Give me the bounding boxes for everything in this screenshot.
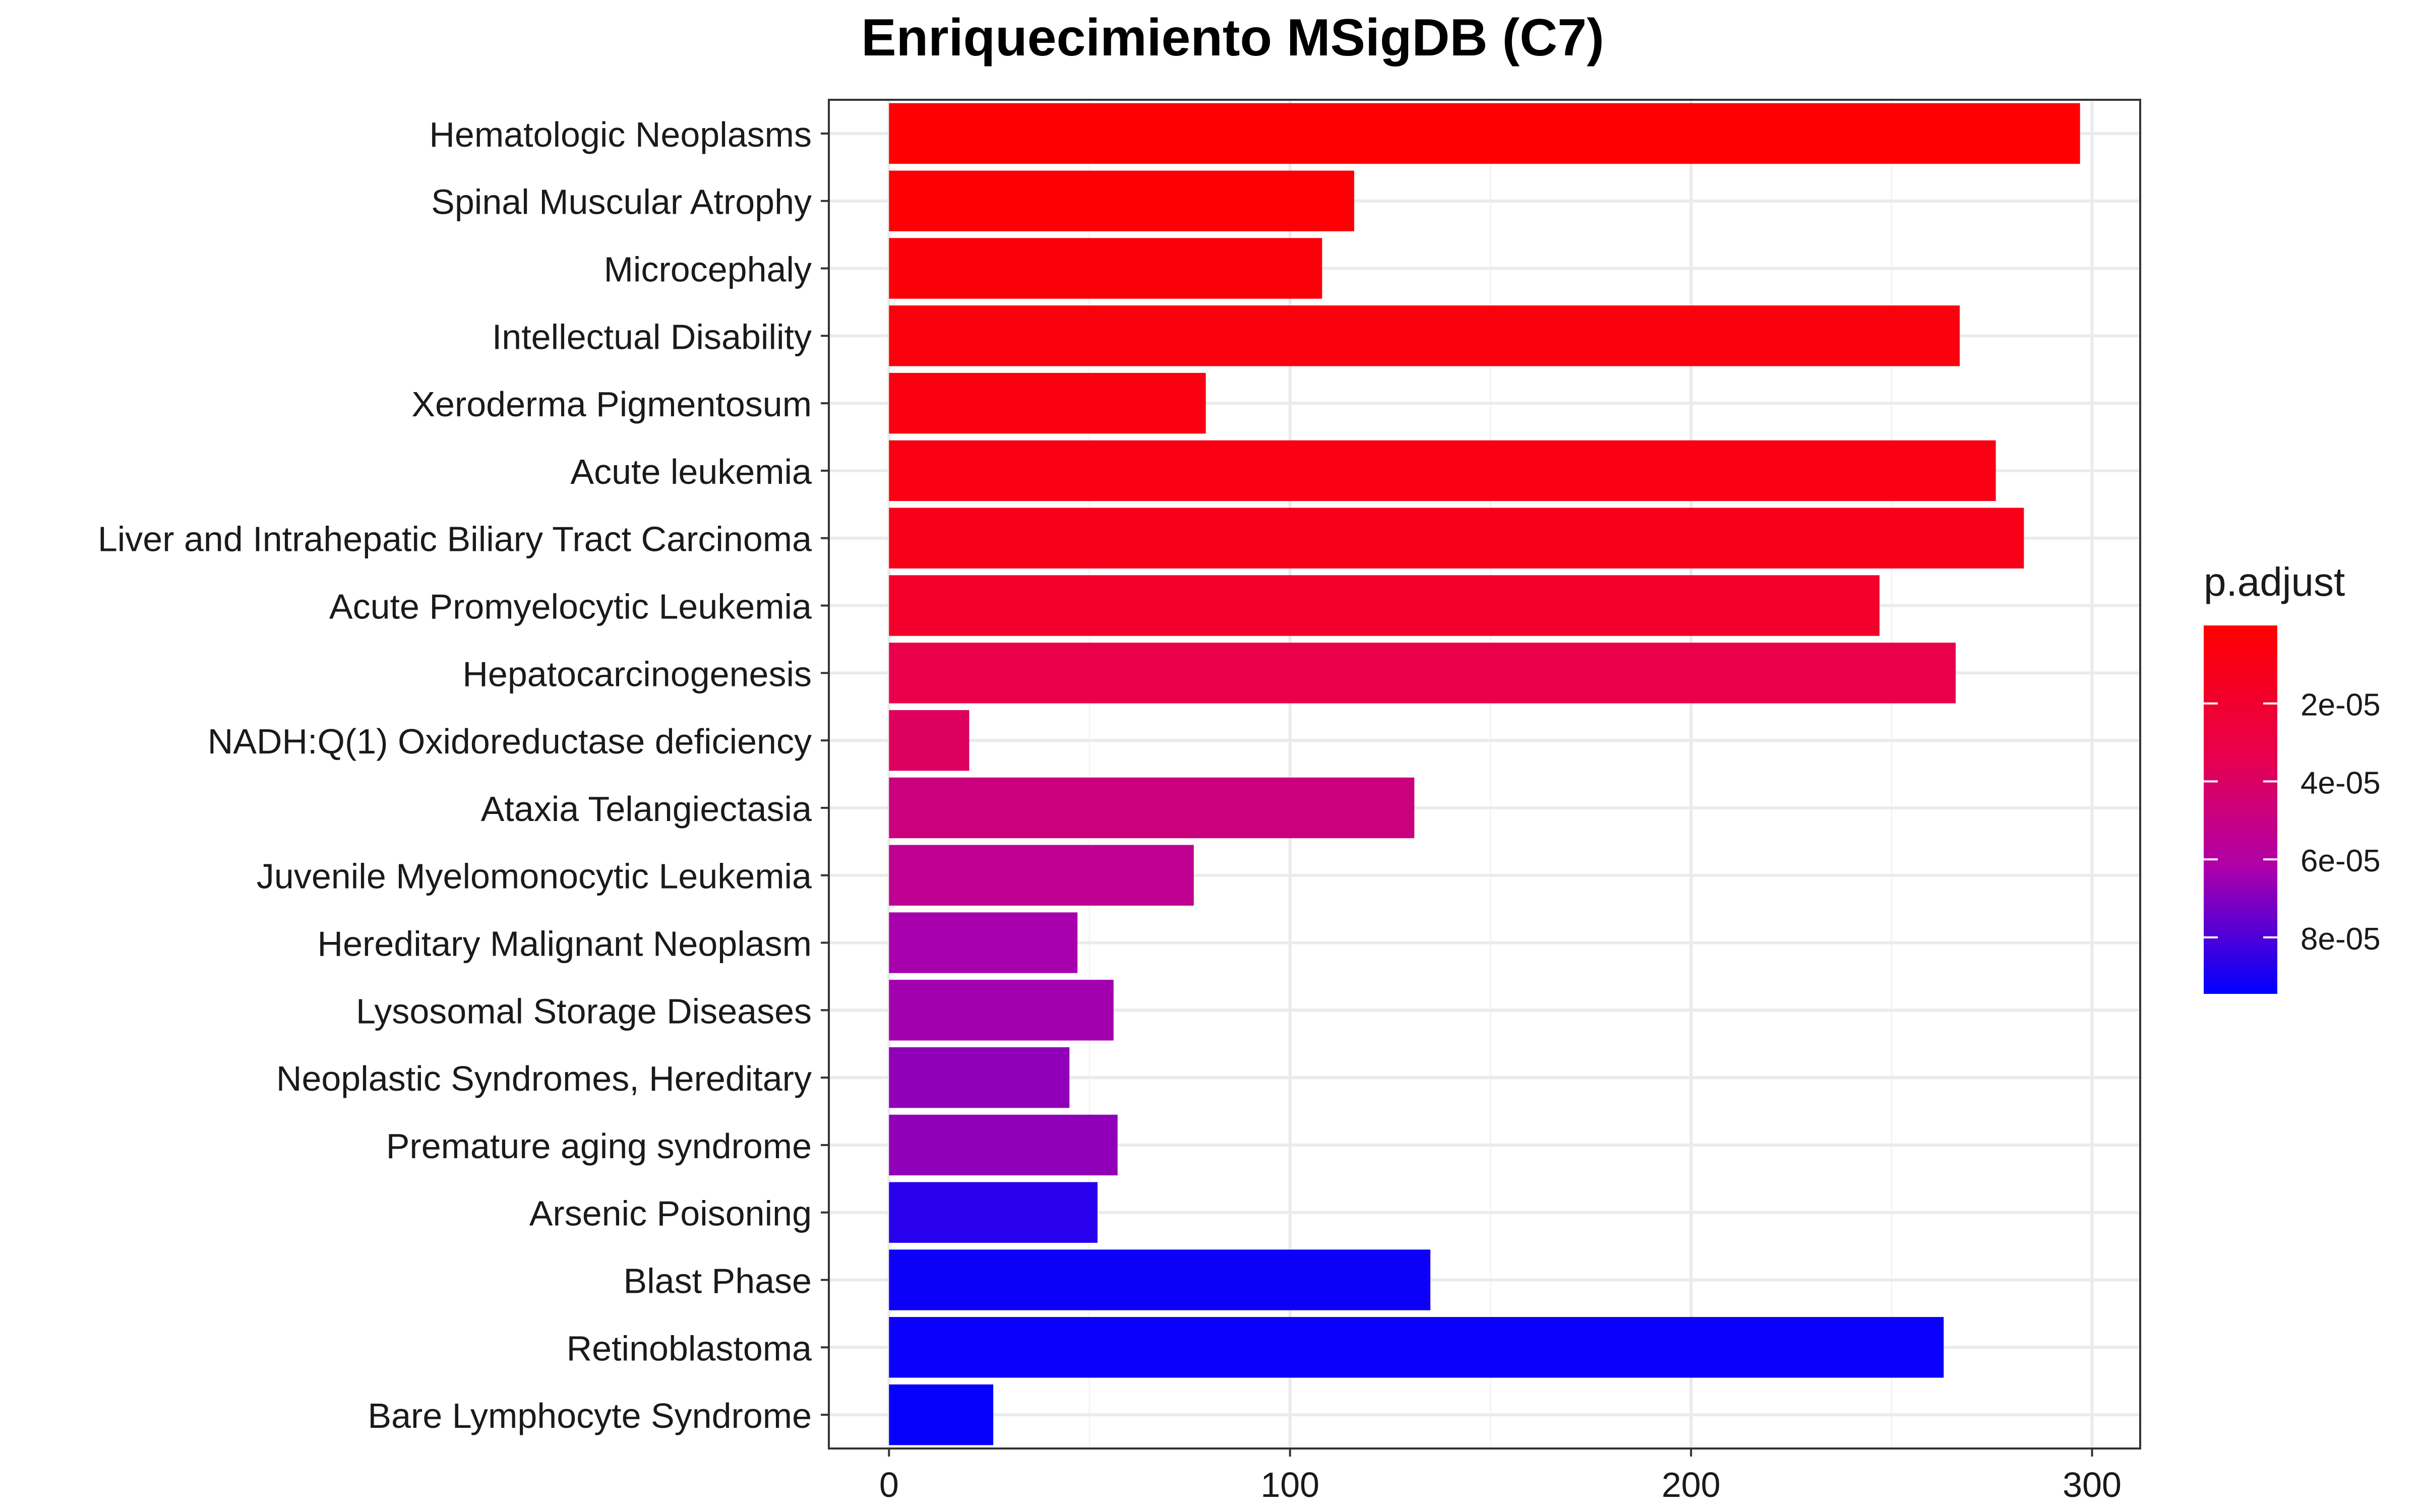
y-tick-label: Liver and Intrahepatic Biliary Tract Car…: [98, 520, 812, 559]
x-tick-label: 200: [1662, 1465, 1721, 1504]
legend-tick-label: 2e-05: [2301, 688, 2381, 723]
bar: [889, 508, 2024, 569]
y-tick-label: Hematologic Neoplasms: [429, 115, 812, 154]
y-tick-label: Acute Promyelocytic Leukemia: [329, 587, 812, 626]
y-tick-label: Acute leukemia: [570, 452, 812, 491]
x-axis: 0 100 200 300: [879, 1448, 2122, 1504]
chart-title: Enriquecimiento MSigDB (C7): [861, 9, 1604, 67]
x-tick-label: 300: [2063, 1465, 2122, 1504]
y-axis: Hematologic Neoplasms Spinal Muscular Atr…: [98, 115, 829, 1435]
bar: [889, 575, 1880, 636]
y-tick-label: Retinoblastoma: [567, 1329, 812, 1368]
bar: [889, 845, 1194, 906]
bars: [889, 103, 2080, 1445]
bar: [889, 305, 1960, 366]
bar: [889, 1317, 1944, 1378]
x-tick-label: 0: [879, 1465, 899, 1504]
bar: [889, 643, 1956, 704]
bar: [889, 1114, 1118, 1176]
y-tick-label: NADH:Q(1) Oxidoreductase deficiency: [208, 722, 812, 761]
legend-tick-label: 4e-05: [2301, 766, 2381, 800]
y-tick-label: Hepatocarcinogenesis: [462, 654, 812, 694]
y-tick-label: Hereditary Malignant Neoplasm: [318, 924, 812, 964]
panel-border: [828, 99, 2141, 1450]
x-tick-label: 100: [1260, 1465, 1319, 1504]
bar: [889, 777, 1415, 839]
legend-tick-label: 6e-05: [2301, 844, 2381, 878]
legend-title: p.adjust: [2204, 559, 2345, 604]
bar: [889, 1384, 994, 1445]
bar: [889, 440, 1996, 501]
bar: [889, 103, 2080, 164]
bar: [889, 980, 1114, 1041]
y-tick-label: Microcephaly: [604, 250, 812, 289]
y-tick-label: Bare Lymphocyte Syndrome: [368, 1396, 812, 1435]
legend-tick-label: 8e-05: [2301, 922, 2381, 957]
y-tick-label: Xeroderma Pigmentosum: [411, 385, 812, 424]
y-tick-label: Arsenic Poisoning: [529, 1194, 812, 1233]
y-tick-label: Spinal Muscular Atrophy: [431, 182, 812, 222]
y-tick-label: Juvenile Myelomonocytic Leukemia: [257, 857, 812, 896]
bar: [889, 1249, 1431, 1310]
bar: [889, 912, 1078, 973]
y-tick-label: Blast Phase: [623, 1262, 812, 1301]
bar: [889, 372, 1206, 434]
bar: [889, 238, 1322, 299]
y-tick-label: Intellectual Disability: [492, 317, 812, 356]
y-tick-label: Neoplastic Syndromes, Hereditary: [276, 1059, 812, 1098]
bar: [889, 1047, 1070, 1108]
bar: [889, 170, 1354, 231]
y-tick-label: Lysosomal Storage Diseases: [356, 991, 812, 1031]
grid: [829, 100, 2140, 1448]
legend-colorbar: [2204, 625, 2277, 994]
legend: p.adjust 2e-05 4e-05 6e-05 8e-05: [2204, 559, 2381, 994]
y-tick-label: Premature aging syndrome: [386, 1126, 812, 1166]
bar: [889, 710, 970, 771]
bar: [889, 1182, 1098, 1243]
y-tick-label: Ataxia Telangiectasia: [481, 789, 812, 829]
